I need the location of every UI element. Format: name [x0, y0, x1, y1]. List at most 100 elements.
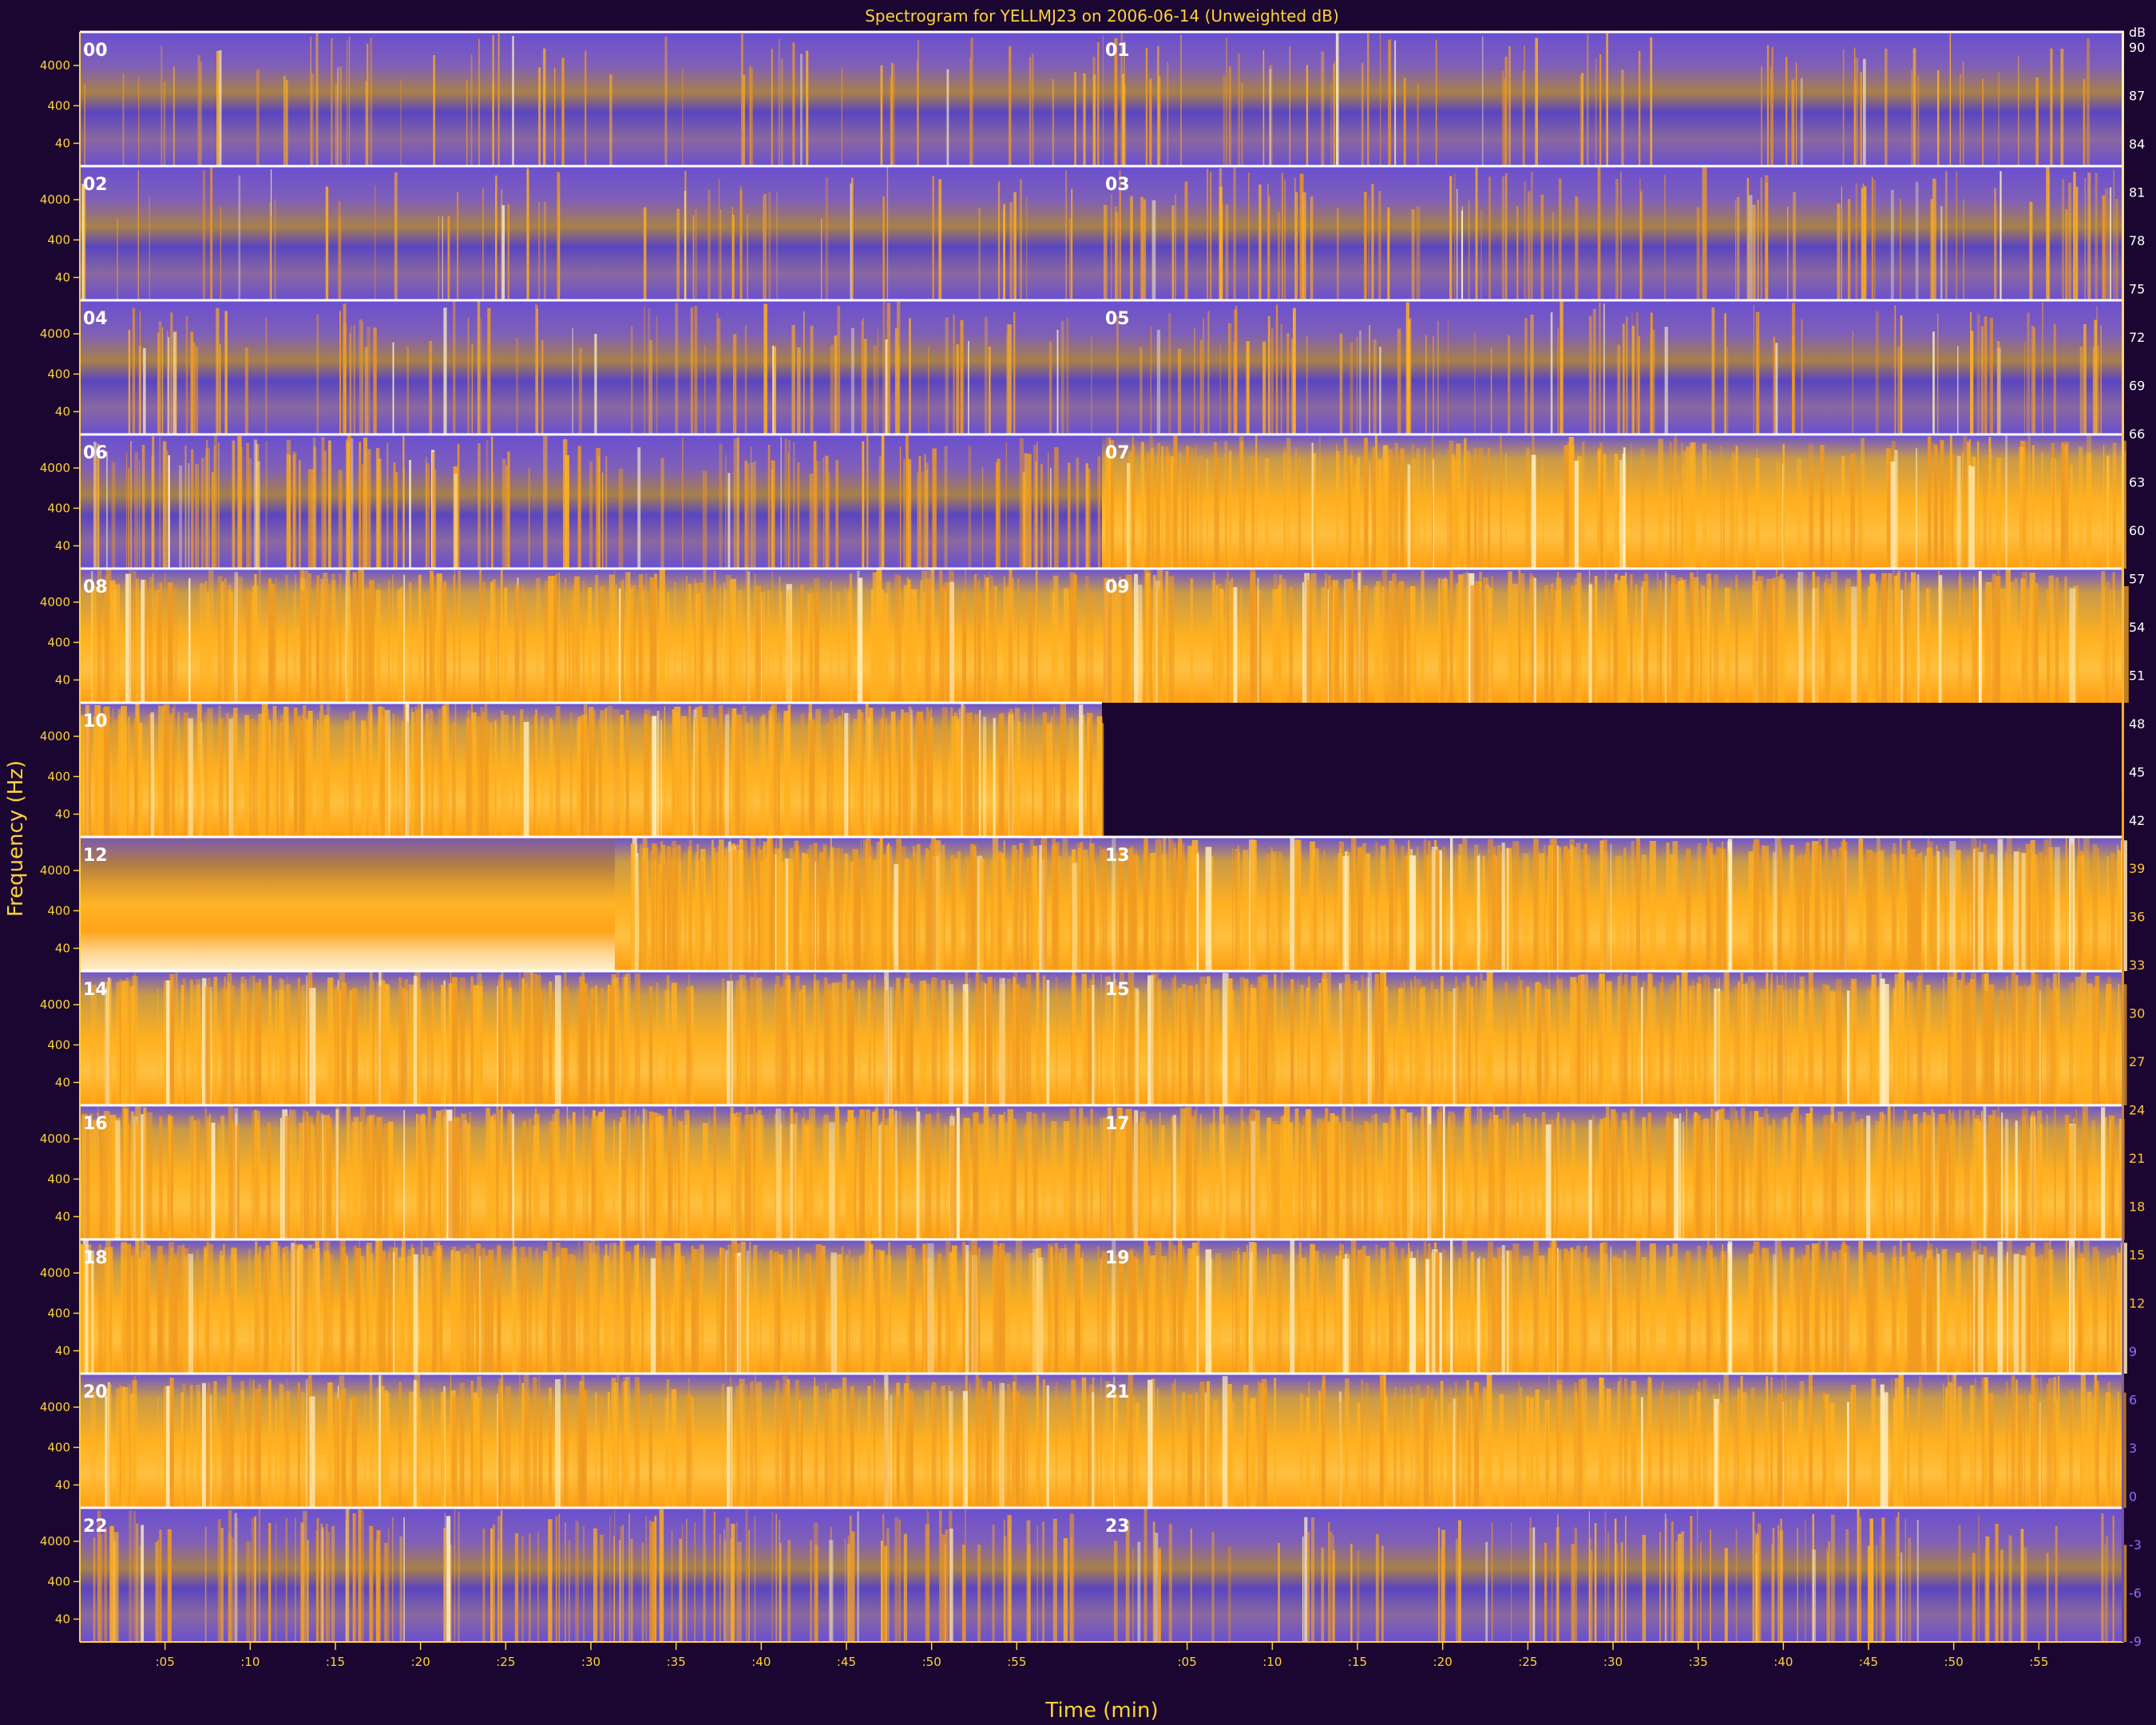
energy-burst — [1190, 1529, 1192, 1642]
energy-burst — [234, 1513, 237, 1642]
energy-burst — [1581, 974, 1588, 1105]
energy-burst — [1678, 577, 1683, 703]
energy-burst — [1387, 589, 1393, 703]
energy-burst — [1664, 1513, 1667, 1642]
energy-burst — [200, 458, 204, 569]
energy-burst — [285, 575, 288, 703]
energy-burst — [1766, 973, 1769, 1105]
energy-burst — [173, 703, 176, 837]
energy-burst — [1881, 1114, 1886, 1239]
energy-burst — [1475, 976, 1478, 1105]
energy-burst — [1801, 1255, 1808, 1374]
energy-burst — [1338, 990, 1342, 1105]
energy-burst — [1971, 972, 1976, 1105]
energy-burst — [1851, 586, 1857, 703]
energy-burst — [1011, 1390, 1013, 1508]
energy-burst — [1311, 442, 1314, 569]
energy-burst — [613, 1536, 615, 1642]
energy-burst — [723, 589, 727, 703]
energy-burst — [2020, 578, 2026, 703]
energy-burst — [731, 578, 736, 703]
energy-burst — [1570, 845, 1574, 971]
energy-burst — [2019, 852, 2026, 971]
energy-burst — [1797, 572, 1800, 703]
energy-burst — [2111, 1401, 2115, 1508]
energy-burst — [1126, 577, 1132, 703]
energy-burst — [1406, 1112, 1411, 1239]
energy-burst — [375, 448, 380, 569]
energy-burst — [1774, 1120, 1776, 1239]
energy-burst — [576, 720, 583, 837]
energy-burst — [1476, 1106, 1479, 1239]
energy-burst — [2101, 1513, 2104, 1642]
energy-burst — [335, 985, 339, 1105]
energy-burst — [1250, 1108, 1256, 1239]
energy-burst — [1342, 1259, 1349, 1374]
energy-burst — [430, 570, 434, 703]
energy-burst — [338, 216, 342, 300]
energy-burst — [1885, 48, 1888, 167]
energy-burst — [1167, 61, 1169, 166]
energy-burst — [320, 578, 324, 703]
energy-burst — [671, 1530, 673, 1642]
energy-burst — [1085, 463, 1088, 569]
energy-burst — [884, 1125, 889, 1239]
energy-burst — [207, 1243, 213, 1374]
energy-burst — [1622, 585, 1627, 703]
energy-burst — [713, 571, 716, 703]
energy-burst — [1219, 344, 1221, 434]
energy-burst — [795, 1379, 799, 1508]
energy-burst — [719, 585, 721, 703]
energy-burst — [387, 1251, 391, 1374]
energy-burst — [723, 1540, 727, 1642]
energy-burst — [505, 465, 509, 569]
energy-burst — [1171, 978, 1175, 1105]
energy-burst — [1909, 1251, 1916, 1374]
energy-burst — [291, 1243, 295, 1374]
energy-burst — [2075, 186, 2079, 300]
energy-burst — [723, 582, 725, 703]
energy-burst — [613, 1382, 619, 1508]
energy-burst — [1862, 184, 1865, 300]
energy-burst — [986, 1390, 990, 1508]
energy-burst — [1238, 845, 1239, 971]
energy-burst — [1501, 1245, 1505, 1374]
energy-burst — [2013, 851, 2019, 971]
energy-burst — [1982, 78, 1984, 166]
energy-burst — [144, 1250, 146, 1374]
energy-burst — [1516, 987, 1519, 1105]
energy-burst — [1092, 985, 1095, 1105]
energy-burst — [652, 843, 657, 971]
energy-burst — [872, 1112, 876, 1239]
energy-burst — [2109, 1115, 2115, 1239]
energy-burst — [600, 1534, 604, 1642]
energy-burst — [1557, 1386, 1559, 1508]
energy-burst — [1617, 1381, 1620, 1508]
energy-burst — [1735, 200, 1737, 300]
energy-burst — [101, 1256, 106, 1374]
energy-burst — [1357, 1550, 1360, 1642]
energy-burst — [411, 707, 414, 837]
energy-burst — [1021, 1396, 1025, 1508]
energy-burst — [316, 314, 319, 434]
energy-burst — [500, 569, 503, 703]
energy-burst — [1194, 1110, 1196, 1239]
energy-burst — [695, 209, 697, 300]
energy-burst — [87, 1244, 92, 1374]
energy-burst — [1664, 571, 1667, 703]
energy-burst — [367, 449, 371, 569]
energy-burst — [1096, 989, 1099, 1105]
energy-burst — [636, 853, 639, 971]
energy-burst — [738, 850, 744, 971]
energy-burst — [255, 982, 262, 1105]
energy-burst — [1319, 434, 1321, 569]
energy-burst — [658, 864, 660, 971]
energy-burst — [480, 1387, 483, 1508]
energy-burst — [1350, 450, 1353, 569]
energy-burst — [2037, 1110, 2043, 1239]
energy-burst — [1004, 576, 1005, 703]
energy-burst — [1666, 843, 1670, 971]
energy-burst — [382, 1251, 386, 1374]
energy-burst — [2073, 585, 2079, 703]
energy-burst — [827, 989, 834, 1105]
